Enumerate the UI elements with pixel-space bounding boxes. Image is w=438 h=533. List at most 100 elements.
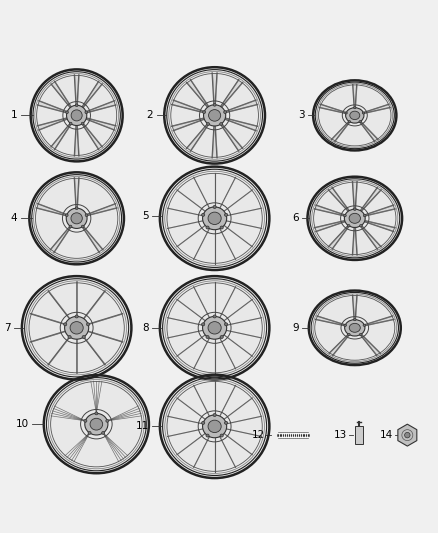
Ellipse shape: [208, 321, 221, 334]
Ellipse shape: [85, 111, 88, 114]
Ellipse shape: [206, 226, 209, 229]
Ellipse shape: [202, 207, 227, 230]
Ellipse shape: [363, 324, 366, 326]
Ellipse shape: [202, 317, 227, 339]
Ellipse shape: [405, 432, 410, 438]
Ellipse shape: [345, 320, 365, 336]
Text: 4: 4: [11, 213, 18, 223]
Ellipse shape: [75, 207, 78, 209]
Polygon shape: [212, 73, 217, 105]
Polygon shape: [86, 101, 116, 113]
Ellipse shape: [225, 323, 228, 326]
Polygon shape: [398, 424, 417, 446]
Polygon shape: [316, 316, 345, 326]
Ellipse shape: [347, 333, 350, 336]
Ellipse shape: [360, 224, 362, 227]
Bar: [355, 426, 363, 444]
Polygon shape: [319, 104, 346, 114]
Ellipse shape: [66, 111, 68, 114]
Polygon shape: [328, 225, 349, 249]
Ellipse shape: [213, 205, 216, 208]
Ellipse shape: [220, 434, 223, 437]
Polygon shape: [36, 204, 67, 216]
Ellipse shape: [359, 120, 361, 123]
Ellipse shape: [65, 214, 68, 216]
Polygon shape: [221, 124, 243, 151]
Polygon shape: [360, 188, 381, 211]
Ellipse shape: [84, 419, 87, 422]
Text: 3: 3: [298, 110, 304, 120]
Text: 6: 6: [292, 213, 299, 223]
Ellipse shape: [348, 120, 350, 123]
Ellipse shape: [363, 214, 366, 217]
Ellipse shape: [349, 213, 360, 223]
Text: 14: 14: [380, 430, 393, 440]
Ellipse shape: [25, 279, 129, 377]
Ellipse shape: [310, 179, 400, 258]
Polygon shape: [38, 101, 67, 113]
Ellipse shape: [32, 175, 122, 262]
Ellipse shape: [81, 122, 84, 125]
Polygon shape: [86, 204, 117, 216]
Polygon shape: [51, 82, 71, 108]
Ellipse shape: [82, 335, 85, 338]
Text: 9: 9: [292, 323, 299, 333]
Ellipse shape: [347, 224, 350, 227]
Ellipse shape: [162, 377, 267, 475]
Polygon shape: [364, 316, 394, 326]
Ellipse shape: [64, 323, 67, 326]
Polygon shape: [360, 334, 380, 356]
Ellipse shape: [345, 112, 347, 114]
Polygon shape: [172, 118, 204, 131]
Polygon shape: [86, 118, 116, 130]
Ellipse shape: [350, 111, 360, 119]
Ellipse shape: [344, 324, 346, 326]
Polygon shape: [332, 122, 350, 141]
Ellipse shape: [66, 208, 87, 229]
Text: 11: 11: [136, 422, 149, 431]
Ellipse shape: [90, 418, 102, 430]
Ellipse shape: [33, 72, 120, 159]
Ellipse shape: [213, 414, 216, 416]
Ellipse shape: [208, 212, 221, 224]
Ellipse shape: [201, 422, 205, 424]
Polygon shape: [38, 118, 67, 130]
Text: 8: 8: [142, 323, 149, 333]
Polygon shape: [314, 221, 345, 231]
Ellipse shape: [85, 414, 108, 435]
Text: 12: 12: [252, 430, 265, 440]
Ellipse shape: [207, 123, 209, 125]
Polygon shape: [360, 122, 378, 141]
Polygon shape: [353, 85, 357, 108]
Ellipse shape: [202, 415, 227, 438]
Polygon shape: [82, 123, 102, 149]
Polygon shape: [187, 124, 208, 151]
Polygon shape: [221, 80, 243, 107]
Ellipse shape: [220, 123, 223, 125]
Ellipse shape: [360, 333, 362, 336]
Ellipse shape: [225, 422, 228, 424]
Polygon shape: [82, 226, 103, 252]
Polygon shape: [329, 334, 349, 356]
Polygon shape: [212, 126, 217, 158]
Ellipse shape: [85, 214, 88, 216]
Polygon shape: [51, 123, 71, 149]
Polygon shape: [314, 205, 345, 216]
Ellipse shape: [81, 225, 84, 228]
Ellipse shape: [204, 105, 226, 126]
Polygon shape: [364, 221, 395, 231]
Ellipse shape: [353, 208, 356, 211]
Ellipse shape: [69, 225, 72, 228]
Ellipse shape: [362, 112, 365, 114]
Ellipse shape: [88, 432, 91, 434]
Ellipse shape: [71, 213, 82, 224]
Text: 2: 2: [147, 110, 153, 120]
Polygon shape: [364, 205, 395, 216]
Ellipse shape: [208, 420, 221, 433]
Polygon shape: [225, 118, 258, 131]
Ellipse shape: [64, 317, 88, 339]
Ellipse shape: [349, 324, 360, 332]
Ellipse shape: [68, 335, 71, 338]
Ellipse shape: [106, 419, 109, 422]
Text: 5: 5: [142, 211, 149, 221]
